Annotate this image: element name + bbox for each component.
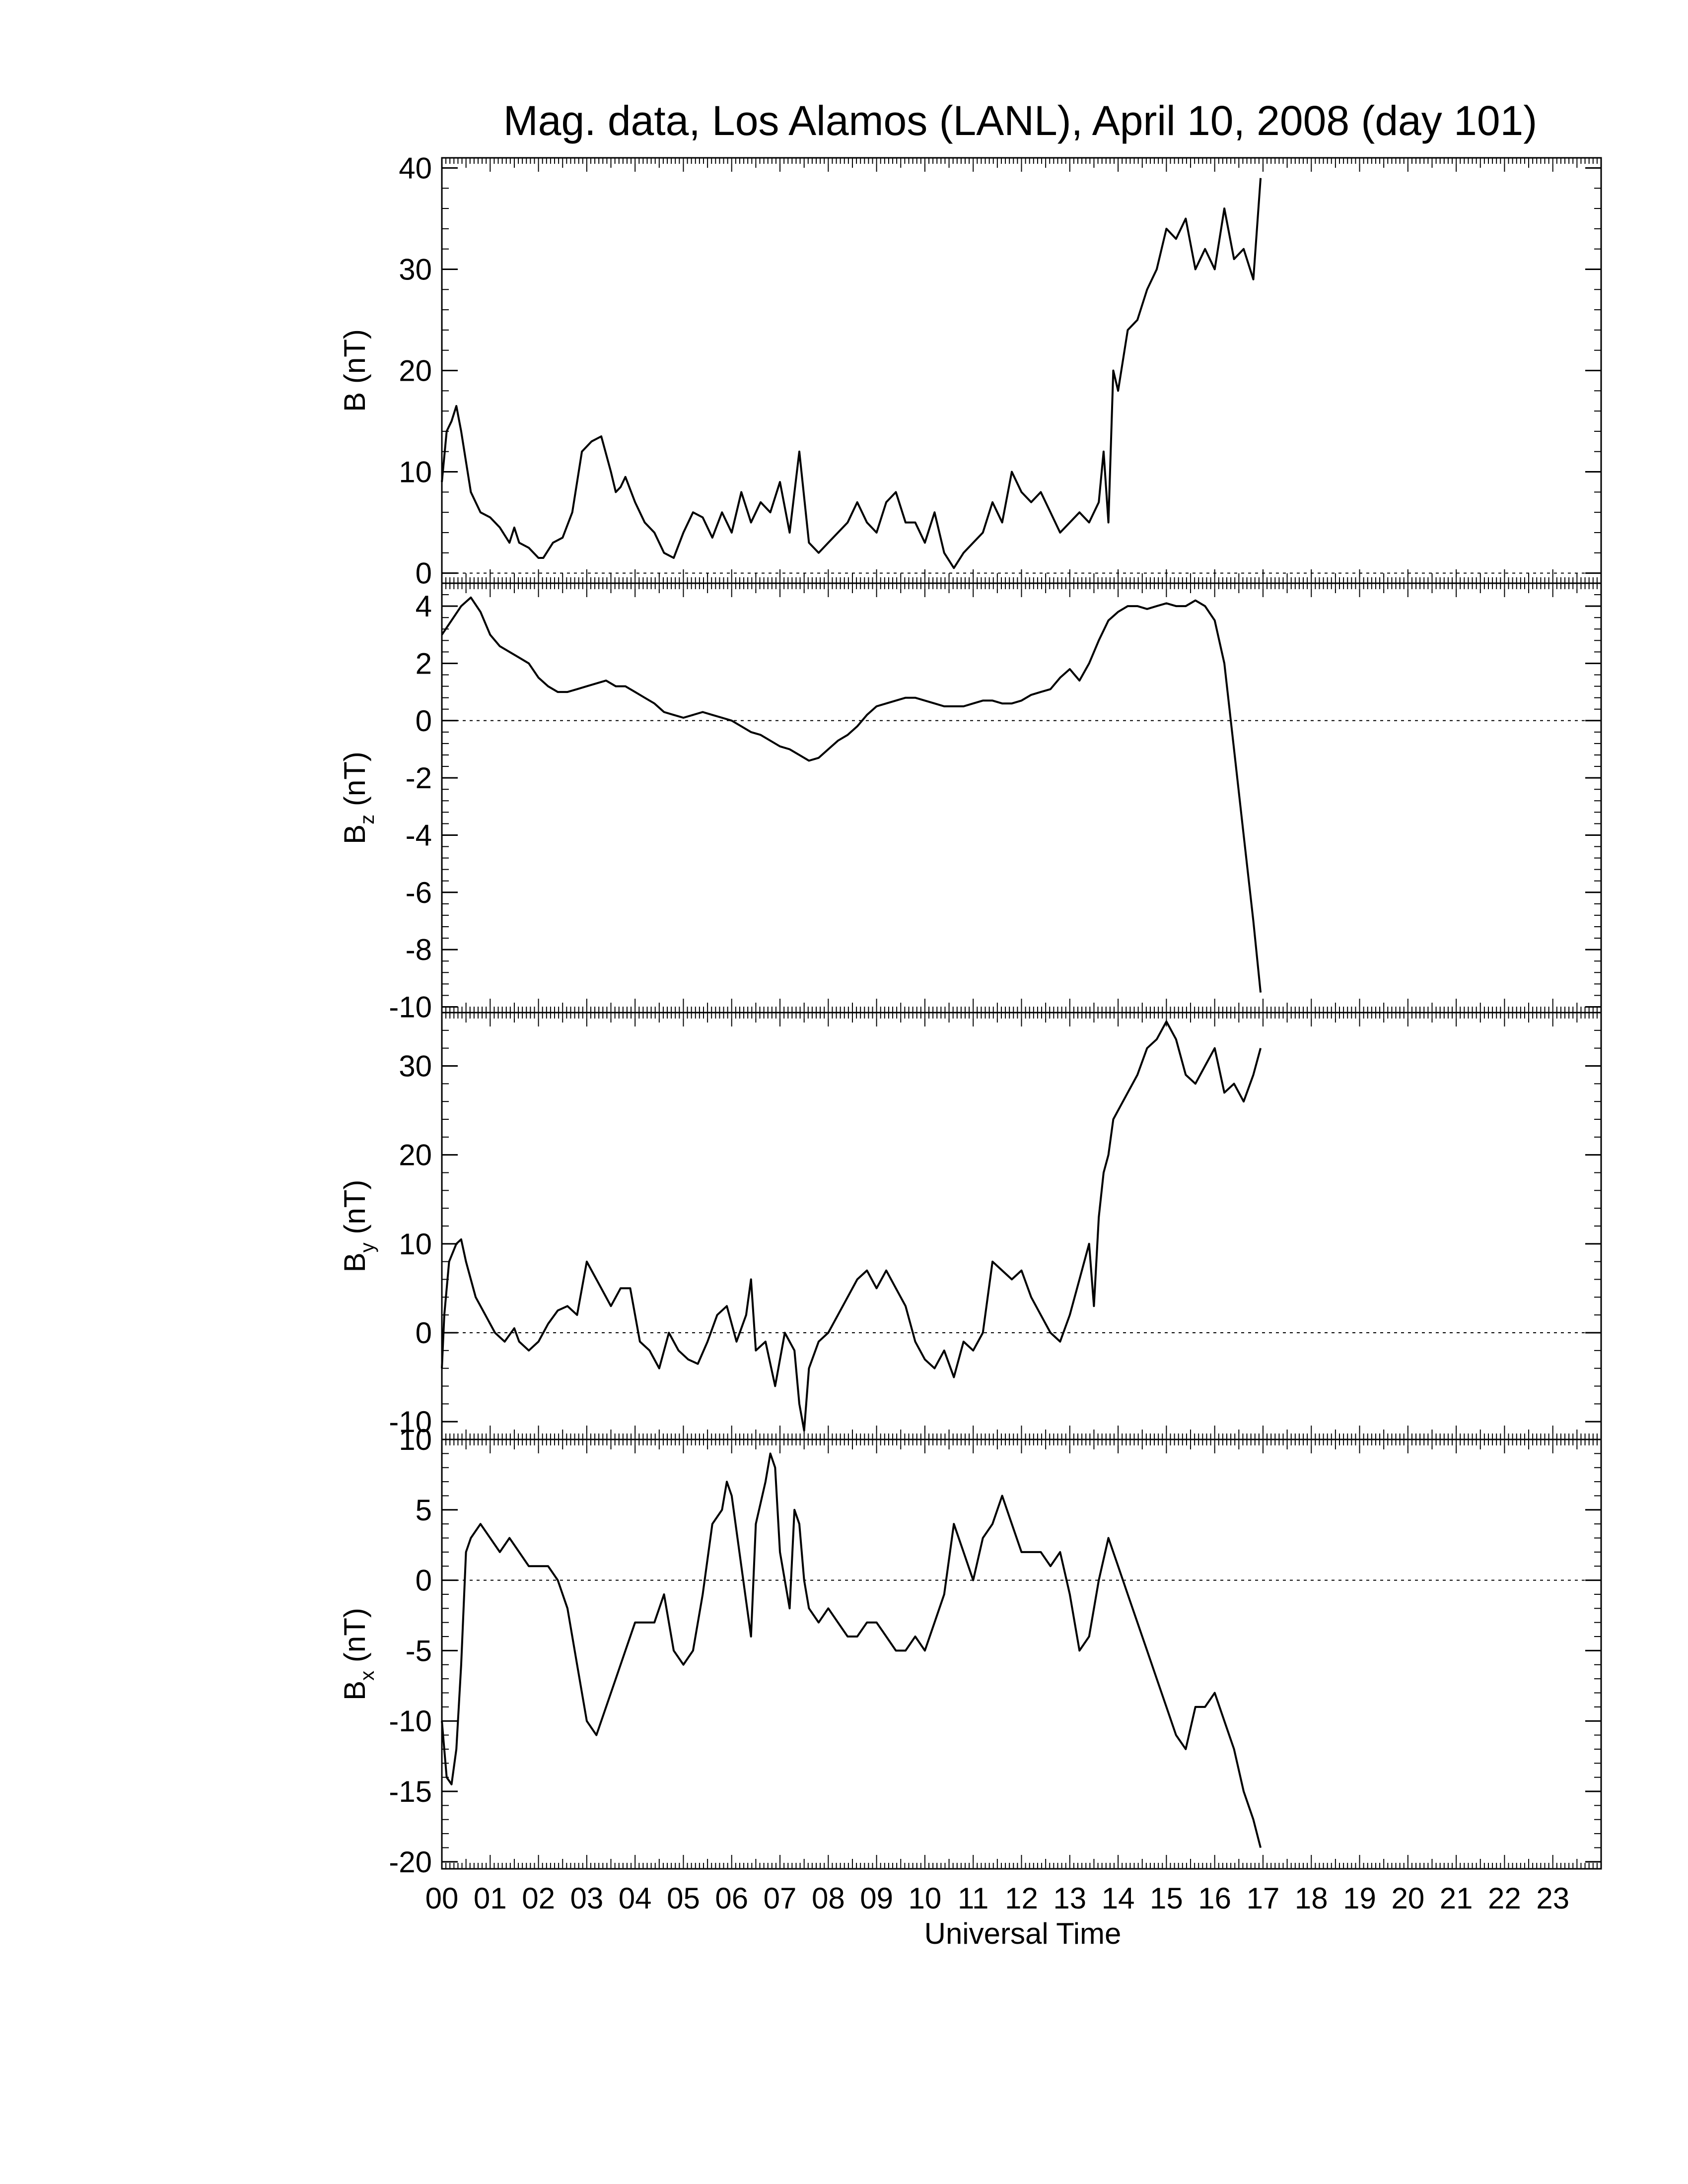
y-tick-label: 10 [399,1228,432,1261]
x-tick-label: 02 [522,1882,555,1915]
x-tick-label: 21 [1440,1882,1473,1915]
panel-frame [441,1438,1602,1870]
x-tick-label: 01 [474,1882,507,1915]
y-axis-label-sub: y [356,1242,378,1252]
x-tick-label: 00 [425,1882,459,1915]
y-tick-label: -5 [406,1634,432,1667]
y-axis-label-unit: (nT) [338,751,371,815]
y-tick-label: -8 [406,933,432,966]
y-axis-label-base: B [338,824,371,844]
y-tick-label: 0 [416,1316,432,1350]
panel-Bx: 10 5 0 -5 -10 -15 -20 Bx (nT) [338,1423,1602,1879]
x-tick-label: 12 [1005,1882,1038,1915]
x-tick-label: 11 [958,1882,988,1915]
y-axis-label-base: B [338,392,371,412]
y-tick-label: -10 [389,1705,432,1738]
series-line-Bx [441,1452,1262,1848]
x-tick-label: 15 [1150,1882,1183,1915]
y-tick-label: -6 [406,876,432,909]
x-tick-label: 19 [1343,1882,1376,1915]
x-tick-label: 04 [619,1882,652,1915]
y-tick-label: -20 [389,1845,432,1879]
x-tick-label: 10 [909,1882,942,1915]
x-tick-label: 20 [1391,1882,1424,1915]
x-tick-label: 09 [860,1882,893,1915]
chart-title: Mag. data, Los Alamos (LANL), April 10, … [503,97,1538,144]
y-tick-label: 0 [416,704,432,738]
x-tick-label: 22 [1488,1882,1521,1915]
panel-Bz: 4 2 0 -2 -4 -6 -8 -10 Bz (nT) [338,582,1602,1024]
x-tick-label: 05 [667,1882,700,1915]
y-tick-label: 20 [399,1139,432,1172]
panel-B: 0 10 20 30 40 B (nT) [338,151,1602,590]
x-tick-label: 13 [1053,1882,1086,1915]
y-axis-label: Bx (nT) [338,1608,378,1701]
x-tick-label: 23 [1536,1882,1569,1915]
panel-frame [441,157,1602,584]
series-line-By [441,1020,1262,1432]
y-axis-label: Bz (nT) [338,751,378,844]
y-tick-label: 30 [399,1050,432,1083]
panel-frame [441,1012,1602,1440]
series-line-Bz [441,596,1262,993]
x-tick-label: 06 [715,1882,748,1915]
x-tick-label: 17 [1247,1882,1280,1915]
panel-frame [441,582,1602,1014]
y-tick-label: -15 [389,1775,432,1808]
y-tick-label: -10 [389,1405,432,1438]
x-tick-label: 16 [1198,1882,1231,1915]
y-axis-label: By (nT) [338,1180,378,1273]
y-axis-label-unit: (nT) [338,1608,371,1671]
y-axis-label-base: B [338,1681,371,1701]
x-tick-label: 14 [1102,1882,1135,1915]
y-tick-label: 20 [399,354,432,388]
x-axis-label: Universal Time [924,1917,1122,1950]
y-axis-label-sub: z [356,815,378,824]
y-tick-label: 30 [399,253,432,286]
y-tick-label: -2 [406,761,432,795]
y-tick-label: 10 [399,1423,432,1456]
x-tick-label: 07 [764,1882,797,1915]
y-tick-label: 0 [416,557,432,590]
y-axis-label-sub: x [356,1671,378,1681]
y-tick-label: 4 [416,590,432,623]
y-tick-label: -4 [406,819,432,852]
y-axis-label-unit: (nT) [338,1180,371,1243]
y-tick-label: 40 [399,151,432,185]
y-axis-label-unit: (nT) [338,329,371,392]
x-tick-label: 08 [812,1882,845,1915]
y-tick-label: 5 [416,1494,432,1527]
panel-By: 30 20 10 0 -10 By (nT) [338,1012,1602,1440]
y-tick-label: 0 [416,1564,432,1597]
y-axis-label-base: B [338,1252,371,1272]
series-line-B [441,178,1262,569]
y-tick-label: 2 [416,647,432,680]
x-tick-label: 03 [570,1882,604,1915]
y-tick-label: -10 [389,990,432,1024]
x-tick-label: 18 [1295,1882,1328,1915]
y-axis-label: B (nT) [338,329,371,412]
y-tick-label: 10 [399,456,432,489]
